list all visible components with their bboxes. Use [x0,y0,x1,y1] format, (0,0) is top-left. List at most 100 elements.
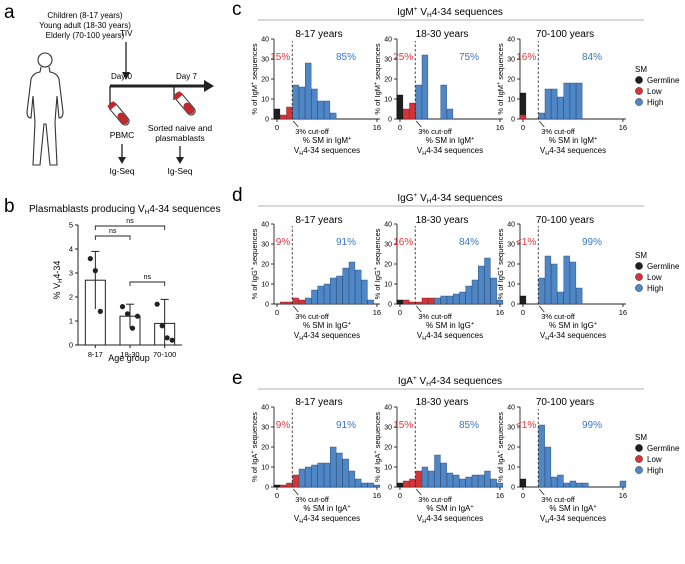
superscript: + [348,321,351,327]
y-tick-label: 40 [261,222,269,229]
histogram-d-18-30: 18-30 years 0 10 20 30 40 0 16 % of IgG+ sequenc… [373,215,504,342]
cutoff-label: 3% cut-off [541,312,576,321]
age-title: 8-17 years [295,397,342,408]
low-sm-percentage: 16% [516,52,536,63]
legend-label-low: Low [647,455,662,464]
histogram-d-70-100: 70-100 years 0 10 20 30 40 0 16 % of IgG+ sequen… [496,215,627,342]
y-axis-label-rest: sequences [250,43,259,82]
bar-germline [396,94,404,120]
bar-high-sm [446,472,454,488]
legend-marker-germline [635,444,643,452]
bar-high-sm [355,478,362,488]
cutoff-pointer [415,305,422,313]
histogram-e-18-30: 18-30 years 0 10 20 30 40 0 16 % of IgA+ sequenc… [373,397,504,525]
bar-low-sm [280,114,287,120]
x-tick-label: 70-100 [153,350,176,359]
y-tick-label: 0 [265,302,269,309]
y-tick-label: 20 [507,262,515,269]
x-axis-label-rest: 4-34 sequences [549,146,606,155]
bar-high-sm [563,255,570,305]
bar-high-sm [544,255,552,305]
x-tick-label: 16 [373,491,381,500]
bar-high-sm [563,482,570,488]
section-d-header: d IgG+ VH4-34 sequences [232,185,644,207]
y-tick-label: 40 [507,37,515,44]
bar-high-sm [576,287,583,305]
x-axis-label-line2: VH4-34 sequences [417,514,483,525]
bar-high-sm [576,82,583,120]
y-tick-label: 10 [507,97,515,104]
x-tick-label: 0 [275,491,279,500]
low-sm-percentage: 9% [276,237,291,248]
bar-high-sm [305,466,312,488]
y-tick-label: 20 [507,77,515,84]
cutoff-label: 3% cut-off [541,127,576,136]
bar-high-sm [569,82,577,120]
y-tick-label: 30 [261,425,269,432]
legend-marker-low [635,273,643,281]
age-title: 18-30 years [416,397,469,408]
significance-label: ns [126,218,134,225]
y-tick-label: 40 [384,37,392,44]
data-point [87,256,93,262]
ig-seq-label-sorted: Ig-Seq [167,166,192,176]
panel-c-letter: c [232,0,242,20]
cohort-children: Children (8-17 years) [47,11,122,20]
y-tick-label: 10 [384,282,392,289]
bar-germline [519,478,527,488]
data-point [169,337,175,343]
low-sm-percentage: 9% [276,420,291,431]
bar-low-sm [519,114,527,120]
panel-b-letter: b [4,196,15,217]
histogram-c-70-100: 70-100 years 0 10 20 30 40 0 16 % of IgM+ sequen… [496,29,627,157]
significance-label: ns [109,228,117,235]
data-point [97,308,103,314]
superscript: + [348,136,351,142]
age-title: 18-30 years [416,215,469,226]
y-tick-label: 4 [69,245,73,254]
cutoff-label: 3% cut-off [418,495,453,504]
data-point [119,304,126,310]
bar-high-sm [330,112,337,120]
x-tick-label: 0 [398,123,402,132]
bar-high-sm [557,96,564,120]
bar-high-sm [471,279,479,305]
x-tick-label: 16 [619,491,627,500]
y-tick-label: 40 [507,222,515,229]
y-tick-label: 30 [261,57,269,64]
subscript: H [299,519,303,525]
x-tick-label: 16 [373,308,381,317]
x-axis-label-line2: VH4-34 sequences [417,146,483,157]
high-sm-percentage: 99% [582,237,602,248]
y-tick-label: 0 [388,302,392,309]
x-axis-label-line1: % SM in IgG+ [549,321,597,330]
x-tick-label: 0 [521,123,525,132]
superscript: + [373,82,379,85]
bar-germline [396,482,404,488]
x-tick-label: 0 [521,308,525,317]
y-axis-label-rest: sequences [373,228,382,267]
bar-low-sm [415,301,422,305]
bar-high-sm [563,82,570,120]
legend-label-high: High [647,98,663,107]
y-axis-label: % of IgM+ sequences [250,43,259,114]
bar-high-sm [453,293,460,305]
subscript: H [545,151,549,157]
superscript: + [470,504,473,510]
bar-low-sm [286,106,293,120]
y-tick-label: 20 [261,77,269,84]
y-tick-label: 40 [507,405,515,412]
bar-high-sm [569,480,577,488]
age-title: 70-100 years [536,215,594,226]
y-tick-label: 20 [384,262,392,269]
bar-low-sm [428,297,435,305]
x-tick-label: 16 [496,491,504,500]
bar-high-sm [440,462,447,488]
legend-label-low: Low [647,87,662,96]
pbmc-label: PBMC [110,130,135,140]
y-tick-label: 0 [388,117,392,124]
bar-high-sm [323,462,331,488]
y-tick-label: 10 [261,282,269,289]
human-figure-icon [26,52,64,166]
